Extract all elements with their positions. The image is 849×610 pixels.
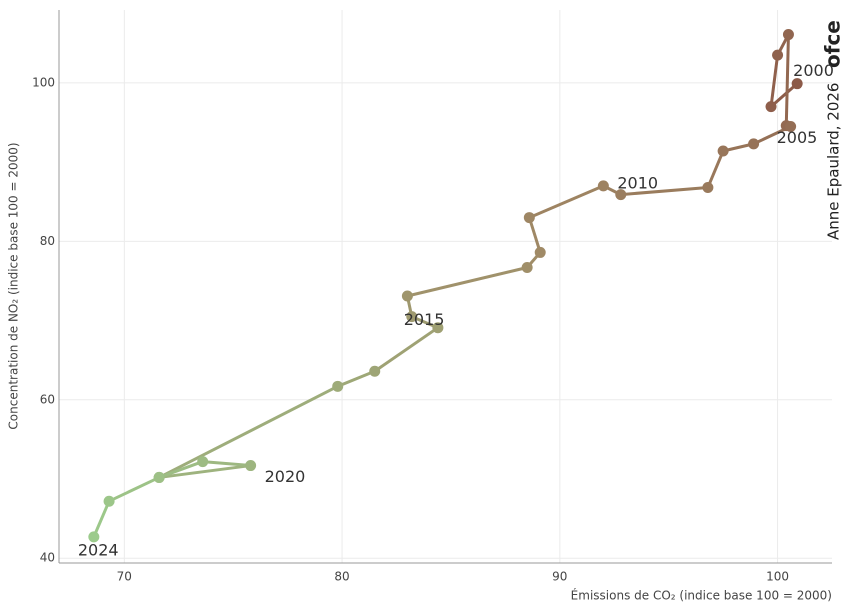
point bbox=[406, 311, 418, 323]
y-tick-label: 40 bbox=[40, 551, 55, 565]
point-label: 2000 bbox=[793, 61, 834, 80]
point bbox=[332, 380, 344, 392]
point bbox=[153, 471, 165, 483]
y-tick-label: 100 bbox=[32, 75, 55, 89]
connector bbox=[528, 184, 604, 219]
point bbox=[748, 138, 760, 150]
point bbox=[702, 181, 714, 193]
connector bbox=[92, 500, 111, 538]
point bbox=[772, 49, 784, 61]
point bbox=[782, 29, 794, 41]
point bbox=[401, 290, 413, 302]
point bbox=[88, 531, 100, 543]
x-tick-label: 70 bbox=[117, 570, 132, 584]
x-tick-label: 90 bbox=[552, 570, 567, 584]
point-label: 2015 bbox=[404, 310, 445, 329]
connector bbox=[706, 150, 725, 189]
connector bbox=[158, 384, 339, 479]
connector bbox=[337, 369, 376, 388]
connector bbox=[527, 217, 542, 253]
y-tick-label: 80 bbox=[40, 234, 55, 248]
point bbox=[103, 495, 115, 507]
point-label: 2020 bbox=[265, 467, 306, 486]
connector bbox=[158, 460, 204, 479]
point bbox=[245, 460, 257, 472]
point bbox=[597, 180, 609, 192]
x-tick-label: 80 bbox=[334, 570, 349, 584]
point bbox=[717, 145, 729, 157]
connector bbox=[770, 82, 799, 108]
point bbox=[432, 322, 444, 334]
point bbox=[785, 120, 797, 132]
point-label: 2005 bbox=[777, 128, 818, 147]
connector bbox=[373, 326, 439, 373]
point-label: 2024 bbox=[78, 540, 119, 559]
x-tick-label: 100 bbox=[766, 570, 789, 584]
connector bbox=[108, 476, 160, 503]
connector bbox=[158, 464, 251, 479]
x-axis-label: Émissions de CO₂ (indice base 100 = 2000… bbox=[571, 588, 832, 603]
point bbox=[197, 456, 209, 468]
connector bbox=[407, 266, 528, 298]
y-tick-label: 60 bbox=[40, 392, 55, 406]
connector bbox=[202, 460, 251, 468]
point bbox=[523, 212, 535, 224]
point bbox=[534, 246, 546, 258]
point bbox=[765, 101, 777, 113]
point bbox=[791, 78, 803, 90]
point-label: 2010 bbox=[617, 173, 658, 192]
point bbox=[615, 189, 627, 201]
y-axis-label: Concentration de NO₂ (indice base 100 = … bbox=[7, 142, 21, 429]
logo: ofce bbox=[821, 20, 845, 68]
point bbox=[521, 261, 533, 273]
connector bbox=[620, 185, 709, 197]
credit: Anne Epaulard, 2026 bbox=[825, 83, 843, 240]
connector bbox=[784, 34, 790, 126]
point bbox=[369, 365, 381, 377]
connector bbox=[769, 54, 780, 107]
